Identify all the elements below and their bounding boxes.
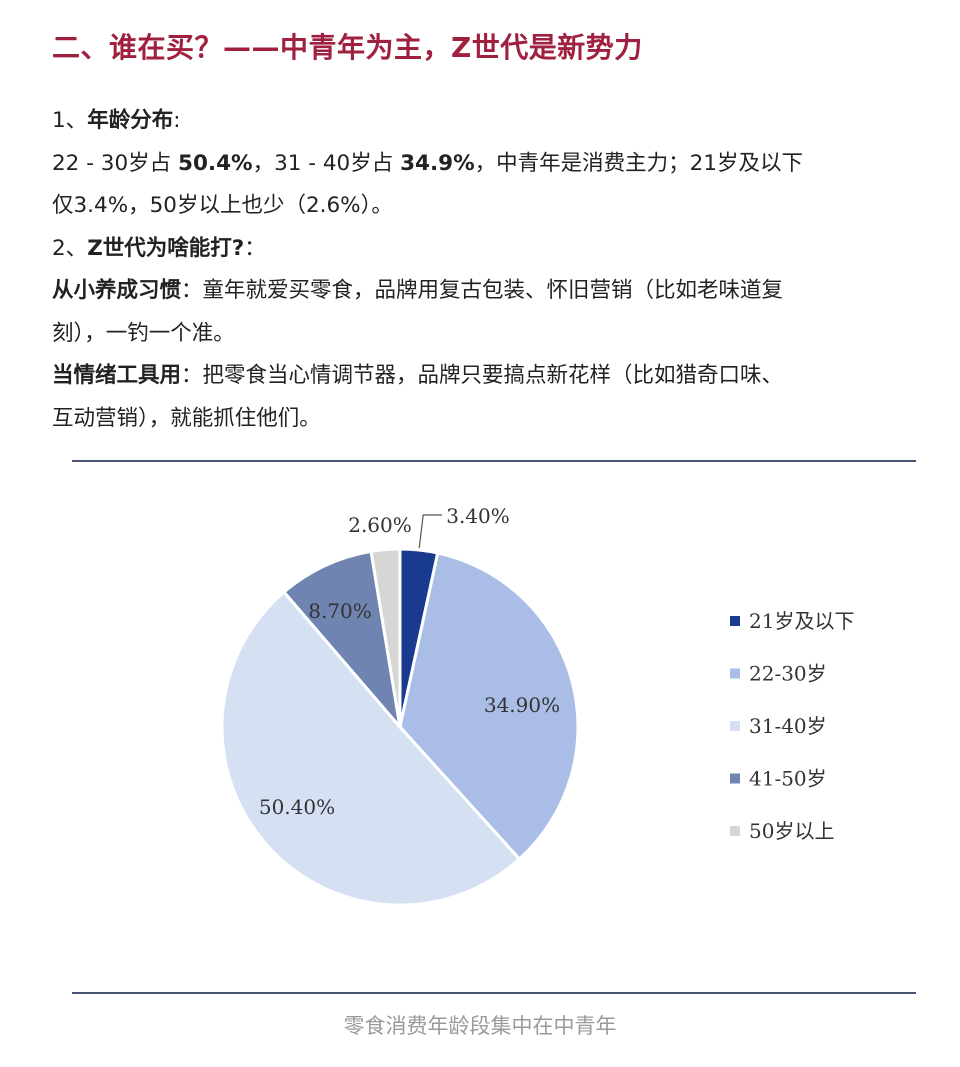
gen-z-heading: 2、Z世代为啥能打?： (52, 235, 266, 261)
data-label-3: 8.70% (308, 599, 372, 623)
age-distribution-text: 22 - 30岁占 50.4%，31 - 40岁占 34.9%，中青年是消费主力… (52, 150, 804, 176)
legend-swatch-4 (730, 826, 740, 836)
age-distribution-heading: 1、年龄分布: (52, 108, 181, 133)
data-label-4: 2.60% (348, 513, 412, 537)
pie-slice-1 (398, 551, 580, 862)
chart-bottom-rule (72, 992, 916, 994)
section-heading: 二、谁在买？——中青年为主，Z世代是新势力 (52, 31, 643, 64)
leader-line-0 (418, 514, 442, 549)
emotion-paragraph: 当情绪工具用：把零食当心情调节器，品牌只要搞点新花样（比如猎奇口味、 (52, 363, 784, 388)
habit-paragraph: 从小养成习惯：童年就爱买零食，品牌用复古包装、怀旧营销（比如老味道复 (52, 278, 784, 303)
legend-label-3: 41-50岁 (749, 767, 827, 791)
emotion-paragraph-cont: 互动营销），就能抓住他们。 (52, 405, 321, 431)
age-pie-chart: 3.40% 34.90% 50.40% 8.70% 2.60% 21岁及以下 22-30岁… (220, 504, 854, 907)
legend-swatch-2 (730, 721, 740, 731)
legend-swatch-3 (730, 773, 740, 784)
habit-paragraph-cont: 刻），一钓一个准。 (52, 320, 235, 346)
data-label-2: 50.40% (259, 795, 335, 819)
chart-caption: 零食消费年龄段集中在中青年 (343, 1014, 617, 1038)
pie-slice-2 (220, 589, 522, 907)
legend-label-4: 50岁以上 (749, 819, 834, 843)
data-label-0: 3.40% (446, 504, 510, 528)
legend-label-1: 22-30岁 (749, 662, 827, 686)
data-label-1: 34.90% (484, 693, 560, 717)
legend-label-2: 31-40岁 (749, 714, 827, 738)
legend-swatch-0 (730, 616, 740, 626)
legend-swatch-1 (730, 668, 740, 679)
chart-top-rule (72, 460, 916, 462)
pie-slice-4 (369, 547, 402, 728)
age-distribution-text-cont: 仅3.4%，50岁以上也少（2.6%）。 (52, 193, 393, 218)
article-body: 1、年龄分布: 22 - 30岁占 50.4%，31 - 40岁占 34.9%，… (52, 100, 932, 440)
legend-label-0: 21岁及以下 (749, 609, 854, 633)
pie-slice-3 (281, 549, 403, 733)
